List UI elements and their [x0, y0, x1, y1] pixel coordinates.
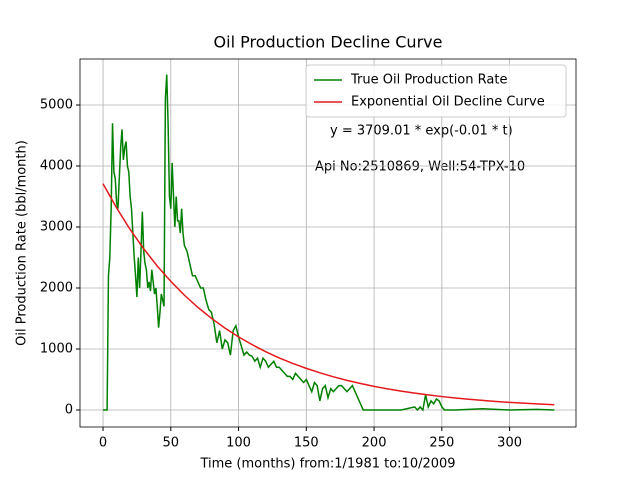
legend-label: Exponential Oil Decline Curve	[351, 95, 545, 110]
y-tick-label: 3000	[40, 219, 73, 234]
y-tick-label: 5000	[40, 97, 73, 112]
x-tick-label: 150	[294, 436, 319, 451]
y-tick-label: 1000	[40, 341, 73, 356]
x-tick-label: 250	[429, 436, 454, 451]
data-line	[102, 183, 555, 406]
y-axis-label: Oil Production Rate (bbl/month)	[15, 140, 30, 346]
annotation: Api No:2510869, Well:54-TPX-10	[315, 160, 525, 175]
x-tick-label: 200	[362, 436, 387, 451]
y-tick-label: 2000	[40, 280, 73, 295]
x-tick-label: 50	[163, 436, 180, 451]
y-tick-label: 0	[65, 402, 73, 417]
data-line	[103, 74, 555, 412]
x-tick-label: 0	[99, 436, 107, 451]
x-axis-label: Time (months) from:1/1981 to:10/2009	[199, 457, 455, 472]
chart-title: Oil Production Decline Curve	[214, 33, 443, 52]
x-tick-label: 100	[226, 436, 251, 451]
x-tick-label: 300	[497, 436, 522, 451]
legend-label: True Oil Production Rate	[350, 73, 507, 88]
legend-box	[305, 64, 567, 118]
y-tick-label: 4000	[40, 158, 73, 173]
plot-frame	[79, 58, 577, 428]
annotation: y = 3709.01 * exp(-0.01 * t)	[330, 124, 513, 139]
